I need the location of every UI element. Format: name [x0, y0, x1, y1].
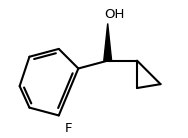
- Text: F: F: [65, 122, 72, 135]
- Text: OH: OH: [104, 8, 125, 21]
- Polygon shape: [104, 23, 112, 61]
